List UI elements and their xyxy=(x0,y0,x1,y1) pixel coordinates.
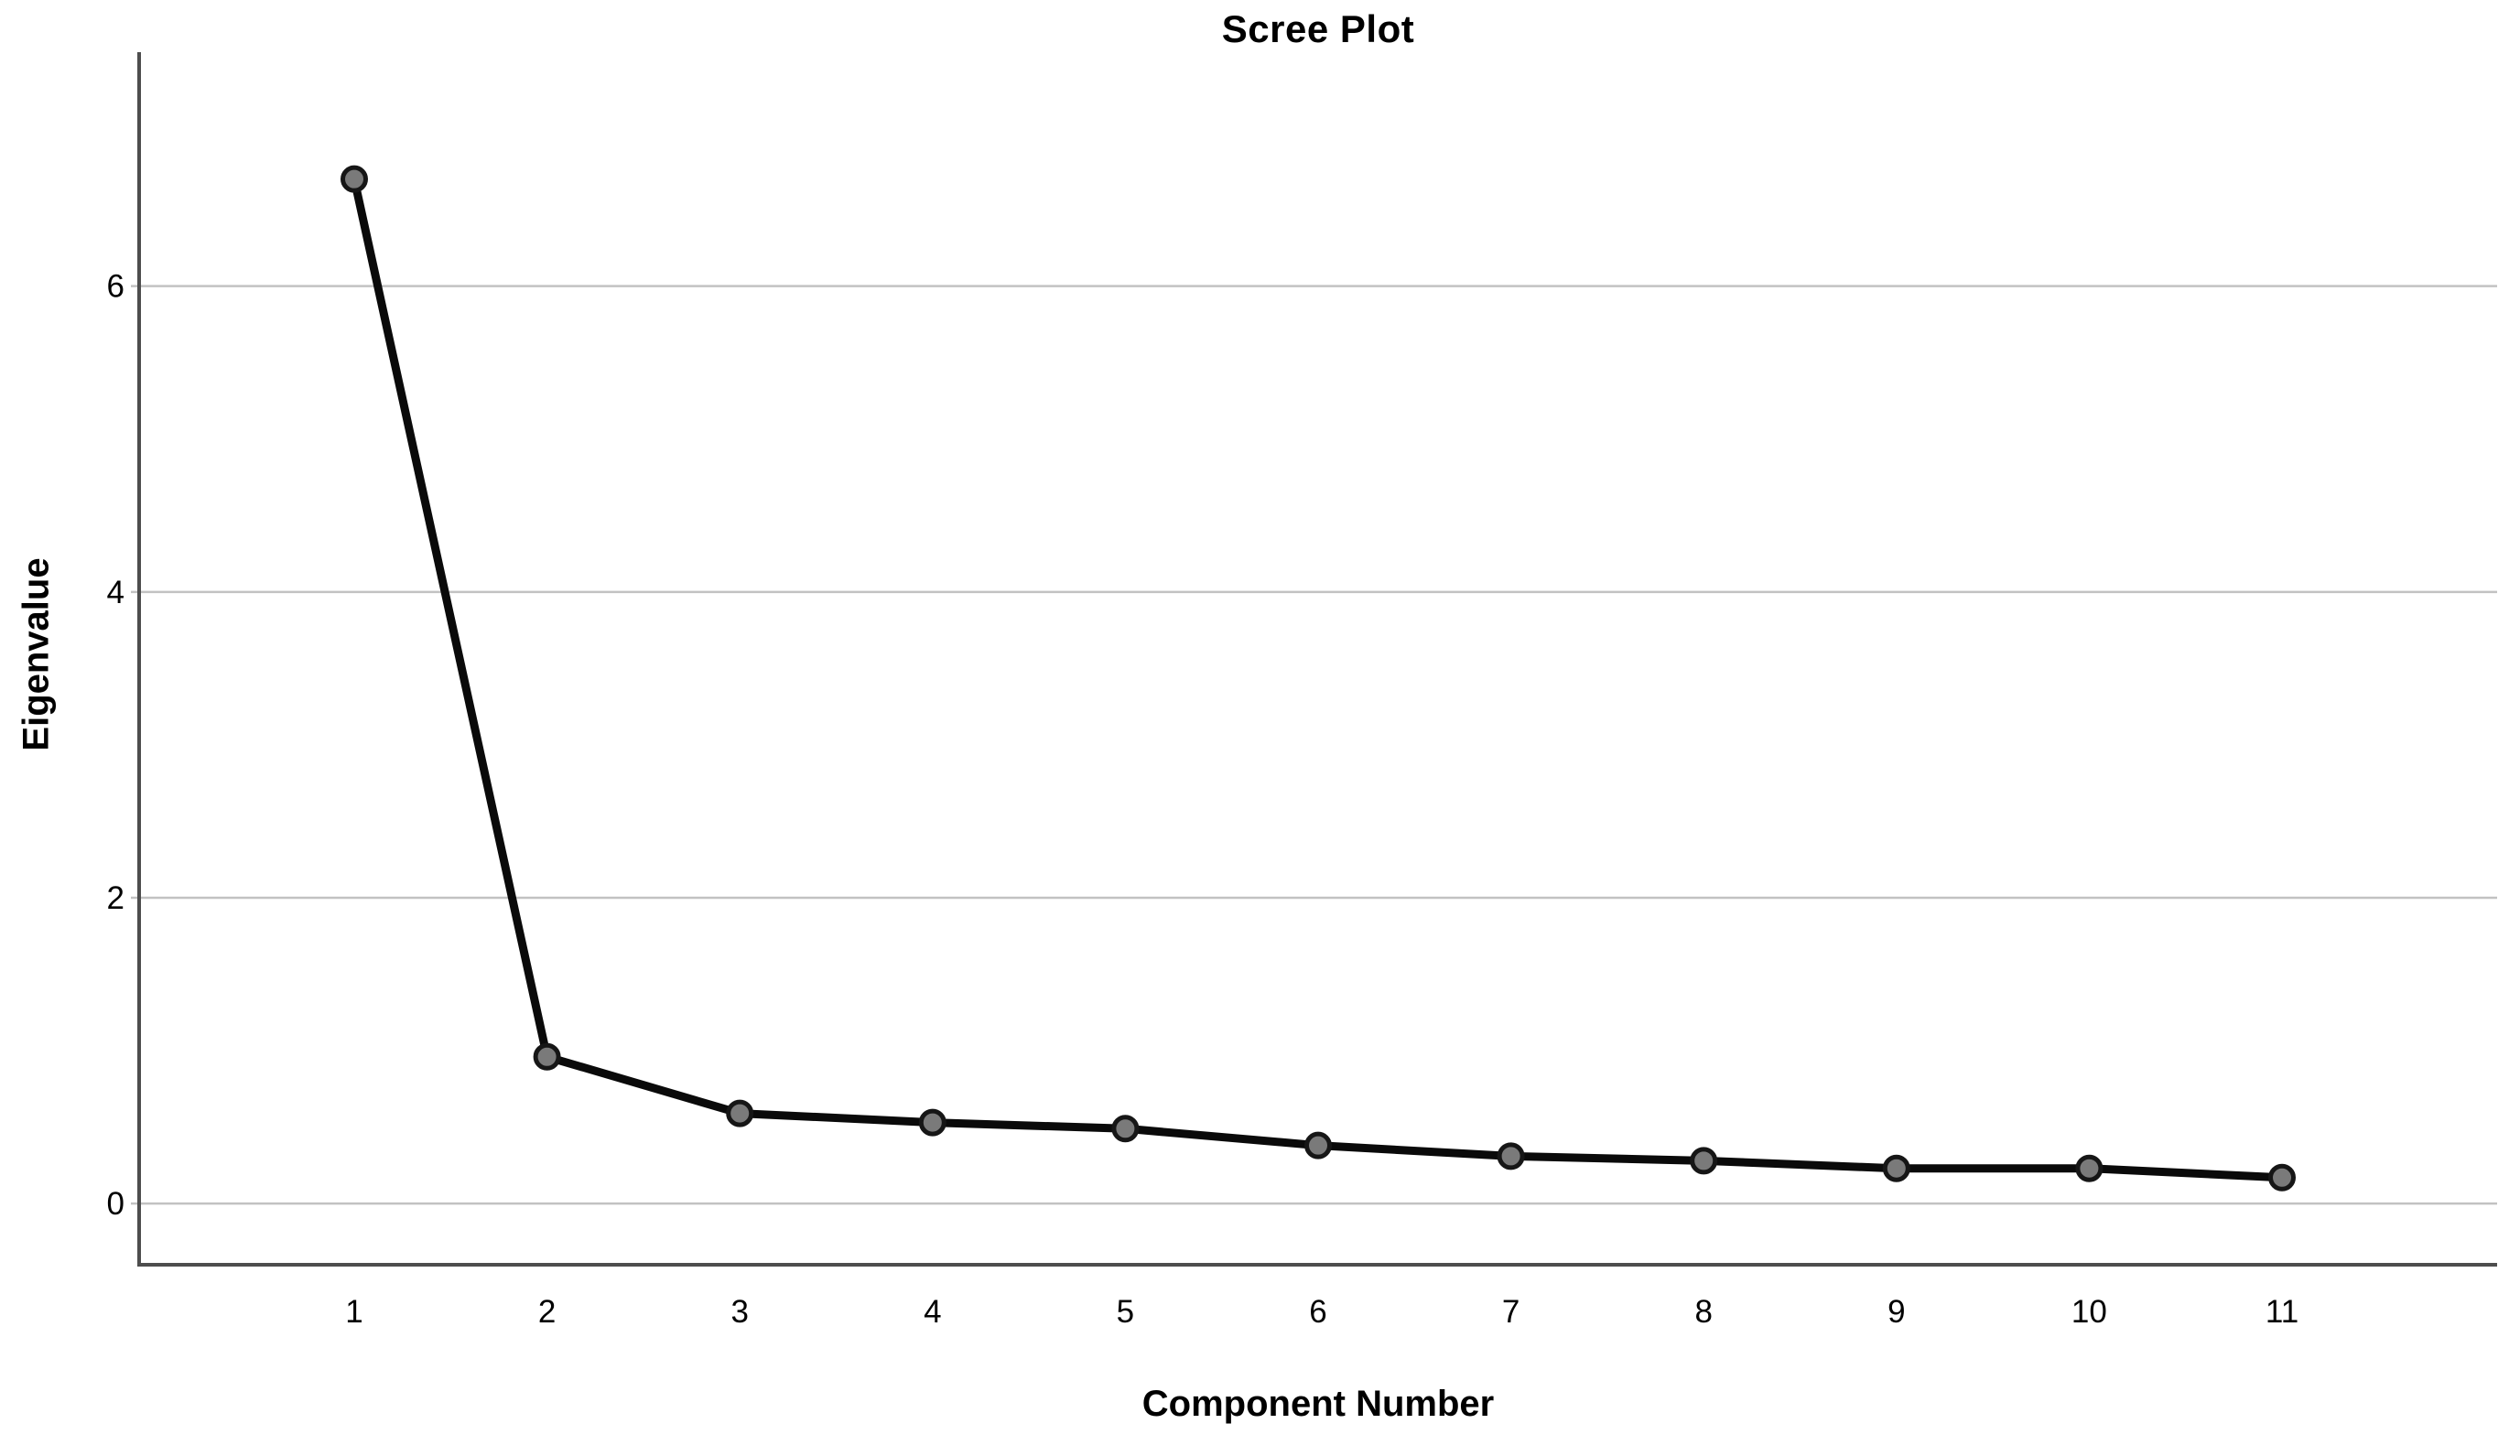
x-tick-label-10: 10 xyxy=(2071,1294,2107,1330)
x-tick-label-3: 3 xyxy=(730,1294,748,1330)
x-tick-label-5: 5 xyxy=(1117,1294,1134,1330)
data-point-2 xyxy=(533,1042,561,1071)
y-tick-label-6: 6 xyxy=(107,269,124,305)
y-tick-label-2: 2 xyxy=(107,880,124,916)
data-point-9 xyxy=(1882,1154,1910,1182)
x-tick-label-9: 9 xyxy=(1887,1294,1905,1330)
x-axis-title: Component Number xyxy=(1141,1384,1495,1424)
data-point-1 xyxy=(341,165,368,193)
x-tick-label-7: 7 xyxy=(1502,1294,1520,1330)
y-tick-label-0: 0 xyxy=(107,1186,124,1222)
y-axis-title: Eigenvalue xyxy=(16,557,57,751)
x-tick-label-11: 11 xyxy=(2266,1294,2298,1330)
y-tick-label-4: 4 xyxy=(107,575,124,610)
data-point-10 xyxy=(2075,1154,2104,1182)
chart-title: Scree Plot xyxy=(1221,7,1415,50)
data-point-5 xyxy=(1111,1115,1140,1143)
data-point-11 xyxy=(2268,1163,2296,1192)
data-point-7 xyxy=(1497,1142,1525,1170)
x-tick-label-8: 8 xyxy=(1694,1294,1712,1330)
data-point-8 xyxy=(1690,1147,1718,1175)
data-point-4 xyxy=(918,1108,946,1137)
eigenvalue-line xyxy=(350,175,2287,1182)
data-point-3 xyxy=(726,1099,754,1127)
x-tick-label-4: 4 xyxy=(924,1294,941,1330)
x-tick-label-2: 2 xyxy=(538,1294,556,1330)
x-tick-label-6: 6 xyxy=(1309,1294,1326,1330)
x-tick-label-1: 1 xyxy=(345,1294,362,1330)
data-point-6 xyxy=(1304,1131,1332,1159)
